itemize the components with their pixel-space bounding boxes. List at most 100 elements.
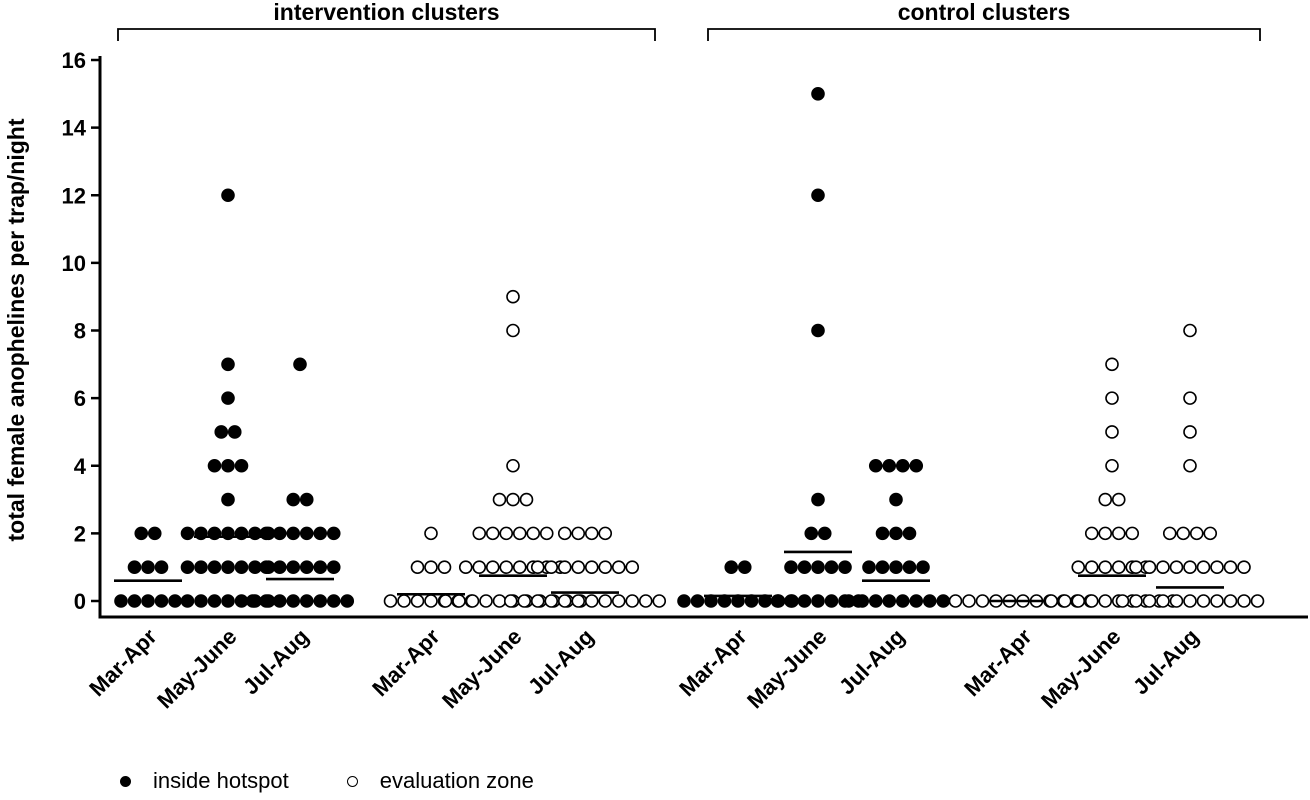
data-point-evaluation-zone	[1105, 425, 1119, 439]
y-tick-label: 0	[74, 589, 86, 614]
data-point-inside-hotspot	[259, 526, 274, 541]
data-point-evaluation-zone	[539, 526, 554, 541]
data-point-evaluation-zone	[1210, 594, 1224, 608]
data-point-evaluation-zone	[1115, 594, 1130, 608]
x-tick-label: Mar-Apr	[674, 624, 752, 702]
data-point-evaluation-zone	[1098, 560, 1113, 574]
data-point-evaluation-zone	[1098, 594, 1113, 608]
data-point-evaluation-zone	[611, 594, 626, 608]
data-point-inside-hotspot	[875, 560, 890, 574]
data-point-evaluation-zone	[1169, 594, 1184, 608]
cluster-label-control: control clusters	[898, 0, 1071, 25]
data-point-evaluation-zone	[499, 526, 514, 541]
data-point-inside-hotspot	[875, 526, 890, 541]
data-point-evaluation-zone	[544, 594, 559, 608]
data-point-evaluation-zone	[424, 560, 438, 574]
data-point-inside-hotspot	[141, 594, 155, 608]
y-tick-label: 4	[74, 454, 87, 479]
x-tick-label: Mar-Apr	[959, 624, 1037, 702]
data-point-inside-hotspot	[922, 594, 937, 608]
data-point-evaluation-zone	[1111, 560, 1126, 574]
data-point-inside-hotspot	[326, 526, 341, 541]
data-point-evaluation-zone	[472, 526, 487, 541]
data-point-evaluation-zone	[512, 560, 527, 574]
data-point-inside-hotspot	[902, 560, 917, 574]
open-circle-icon	[346, 775, 358, 787]
data-point-evaluation-zone	[1084, 594, 1099, 608]
data-point-inside-hotspot	[272, 594, 287, 608]
data-point-evaluation-zone	[503, 594, 518, 608]
y-tick-label: 12	[62, 183, 86, 208]
data-point-inside-hotspot	[127, 560, 142, 574]
data-point-inside-hotspot	[168, 594, 182, 608]
legend-item-evaluation-zone: evaluation zone	[346, 768, 534, 794]
x-tick-label: Mar-Apr	[367, 624, 445, 702]
data-point-evaluation-zone	[598, 594, 613, 608]
legend-label-inside-hotspot: inside hotspot	[153, 768, 289, 793]
data-point-inside-hotspot	[207, 560, 222, 574]
data-point-inside-hotspot	[293, 357, 307, 372]
x-tick-label: May-June	[152, 624, 241, 713]
data-point-inside-hotspot	[895, 458, 910, 473]
data-point-inside-hotspot	[180, 594, 195, 608]
data-point-inside-hotspot	[902, 526, 917, 541]
data-point-inside-hotspot	[868, 458, 883, 473]
data-point-inside-hotspot	[797, 594, 812, 608]
data-point-evaluation-zone	[485, 560, 500, 574]
data-point-inside-hotspot	[207, 458, 222, 473]
data-point-inside-hotspot	[817, 526, 832, 541]
data-point-evaluation-zone	[1105, 357, 1119, 372]
y-tick-label: 10	[62, 251, 86, 276]
data-point-inside-hotspot	[804, 526, 819, 541]
data-point-evaluation-zone	[544, 560, 559, 574]
data-point-evaluation-zone	[1183, 425, 1197, 439]
data-point-evaluation-zone	[1098, 526, 1113, 541]
data-point-inside-hotspot	[313, 594, 328, 608]
y-tick-label: 6	[74, 386, 86, 411]
data-point-inside-hotspot	[221, 492, 235, 507]
data-point-inside-hotspot	[259, 594, 274, 608]
data-point-evaluation-zone	[1203, 526, 1218, 541]
data-point-inside-hotspot	[737, 560, 752, 574]
data-point-evaluation-zone	[1142, 560, 1157, 574]
data-point-inside-hotspot	[811, 492, 825, 507]
data-point-evaluation-zone	[1142, 594, 1157, 608]
data-point-evaluation-zone	[1223, 560, 1238, 574]
data-point-evaluation-zone	[1105, 458, 1119, 473]
y-tick-label: 16	[62, 48, 86, 73]
data-point-evaluation-zone	[1057, 594, 1072, 608]
y-tick-label: 2	[74, 521, 86, 546]
data-point-inside-hotspot	[299, 526, 314, 541]
data-point-inside-hotspot	[272, 526, 287, 541]
data-point-inside-hotspot	[889, 526, 903, 541]
data-point-evaluation-zone	[1071, 594, 1086, 608]
bracket-control	[707, 28, 1261, 41]
data-point-evaluation-zone	[975, 594, 990, 608]
data-point-inside-hotspot	[134, 526, 149, 541]
data-point-inside-hotspot	[234, 560, 249, 574]
data-point-evaluation-zone	[611, 560, 626, 574]
data-point-evaluation-zone	[1111, 526, 1126, 541]
x-tick-label: May-June	[1036, 624, 1125, 713]
x-tick-label: Jul-Aug	[1128, 624, 1204, 700]
data-point-inside-hotspot	[147, 526, 162, 541]
data-point-inside-hotspot	[194, 560, 208, 574]
data-point-evaluation-zone	[1210, 560, 1224, 574]
bracket-intervention	[117, 28, 656, 41]
data-point-evaluation-zone	[479, 594, 493, 608]
data-point-evaluation-zone	[1196, 594, 1211, 608]
data-point-evaluation-zone	[598, 560, 613, 574]
data-point-inside-hotspot	[299, 594, 314, 608]
data-point-inside-hotspot	[824, 594, 839, 608]
data-point-inside-hotspot	[909, 458, 924, 473]
data-point-evaluation-zone	[410, 594, 425, 608]
x-tick-label: Mar-Apr	[84, 624, 162, 702]
data-point-evaluation-zone	[465, 594, 480, 608]
data-point-inside-hotspot	[326, 560, 341, 574]
data-point-evaluation-zone	[1237, 560, 1251, 574]
data-point-inside-hotspot	[811, 87, 825, 101]
data-point-evaluation-zone	[458, 560, 473, 574]
data-point-inside-hotspot	[811, 560, 825, 574]
data-point-evaluation-zone	[1250, 594, 1265, 608]
data-point-inside-hotspot	[936, 594, 951, 608]
